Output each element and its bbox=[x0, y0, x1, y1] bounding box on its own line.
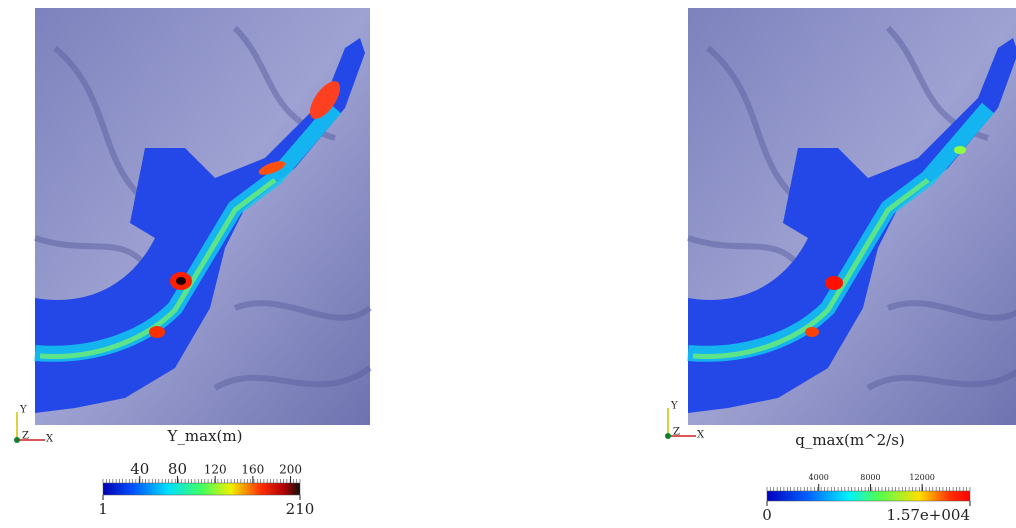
axis-label-x: X bbox=[697, 430, 705, 441]
panel-title: q_max(m^2/s) bbox=[795, 431, 905, 449]
hotspot bbox=[805, 327, 819, 337]
hotspot bbox=[149, 326, 165, 338]
axis-label-z: Z bbox=[673, 427, 680, 438]
axis-z bbox=[14, 437, 20, 443]
colorbar-tick-label: 120 bbox=[204, 463, 227, 477]
hotspot bbox=[825, 276, 843, 290]
colorbar-min-label: 0 bbox=[762, 506, 772, 524]
axis-label-z: Z bbox=[22, 431, 29, 442]
axis-label-x: X bbox=[46, 434, 54, 445]
depth-map bbox=[35, 8, 370, 425]
colorbar-tick-label: 8000 bbox=[860, 473, 880, 482]
colorbar-tick-label: 40 bbox=[130, 460, 149, 478]
colorbar-tick-label: 160 bbox=[241, 463, 264, 477]
hotspot bbox=[954, 146, 966, 154]
axis-label-y: Y bbox=[19, 405, 27, 416]
colorbar-tick-label: 12000 bbox=[909, 473, 934, 482]
axis-z bbox=[665, 433, 671, 439]
hotspot-core bbox=[176, 277, 186, 285]
colorbar-max-label: 210 bbox=[286, 500, 315, 518]
colorbar bbox=[103, 483, 300, 495]
colorbar bbox=[767, 491, 970, 501]
colorbar-tick-label: 80 bbox=[168, 460, 187, 478]
figure: Y_max(m) Y Z X 40 80 120 160 200 1 210 q_max(m^2/s)… bbox=[0, 0, 1016, 528]
panel-title: Y_max(m) bbox=[167, 427, 243, 445]
colorbar-tick-label: 200 bbox=[279, 463, 302, 477]
colorbar-min-label: 1 bbox=[98, 500, 108, 518]
colorbar-max-label: 1.57e+004 bbox=[887, 506, 970, 524]
discharge-map bbox=[688, 8, 1016, 425]
colorbar-tick-label: 4000 bbox=[809, 473, 829, 482]
axis-label-y: Y bbox=[670, 401, 678, 412]
